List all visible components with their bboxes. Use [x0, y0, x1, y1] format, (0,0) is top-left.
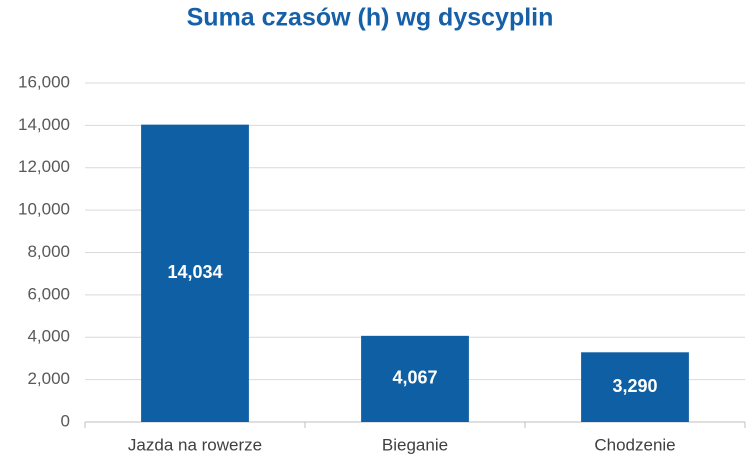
y-tick-label: 6,000 — [27, 284, 70, 303]
y-tick-label: 10,000 — [18, 200, 70, 219]
bar — [581, 352, 689, 422]
x-tick-label: Jazda na rowerze — [128, 435, 262, 454]
value-label: 3,290 — [612, 376, 657, 396]
bar — [361, 335, 469, 422]
y-tick-label: 8,000 — [27, 242, 70, 261]
y-tick-label: 0 — [61, 411, 70, 430]
y-tick-label: 2,000 — [27, 369, 70, 388]
y-tick-label: 12,000 — [18, 157, 70, 176]
y-tick-label: 16,000 — [18, 72, 70, 91]
value-label: 4,067 — [392, 368, 437, 388]
y-tick-label: 14,000 — [18, 115, 70, 134]
x-tick-label: Chodzenie — [594, 435, 675, 454]
value-label: 14,034 — [167, 262, 222, 282]
x-tick-label: Bieganie — [382, 435, 448, 454]
bar — [141, 124, 249, 422]
chart-title: Suma czasów (h) wg dyscyplin — [187, 4, 554, 32]
y-tick-label: 4,000 — [27, 327, 70, 346]
